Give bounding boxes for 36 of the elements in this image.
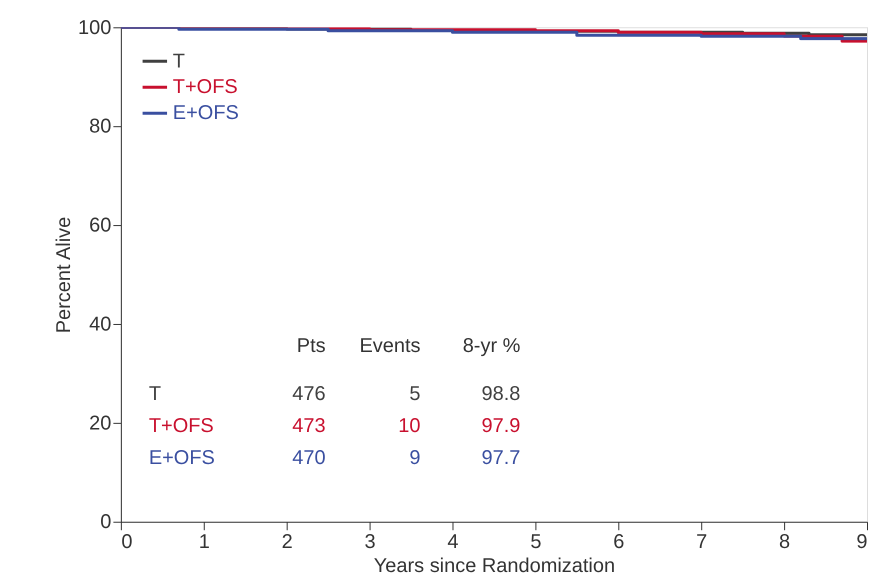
- annotation: 5: [409, 382, 421, 405]
- y-tick-label: 40: [89, 313, 112, 336]
- x-axis-title: Years since Randomization: [374, 555, 616, 577]
- y-tick-label: 60: [89, 214, 112, 237]
- annotation: 98.8: [482, 382, 520, 405]
- annotation: E+OFS: [148, 446, 215, 469]
- x-tick-label: 7: [696, 531, 708, 554]
- x-tick-label: 0: [121, 531, 132, 554]
- x-tick-label: 4: [447, 531, 459, 554]
- annotation: 9: [409, 446, 421, 469]
- y-axis-title: Percent Alive: [53, 216, 76, 334]
- x-tick-label: 6: [613, 531, 624, 554]
- x-tick-label: 5: [530, 531, 542, 554]
- legend-label: T: [172, 50, 186, 72]
- y-tick-label: 20: [89, 412, 112, 434]
- annotation: 97.9: [482, 414, 520, 437]
- y-tick-label: 0: [100, 511, 112, 534]
- annotation: 97.7: [482, 446, 520, 469]
- annotation: 470: [292, 446, 326, 469]
- x-tick-label: 2: [282, 531, 293, 554]
- legend-label: T+OFS: [172, 76, 238, 98]
- annotation: 8-yr %: [462, 334, 521, 357]
- annotation: 476: [292, 382, 326, 405]
- x-tick-label: 8: [779, 531, 790, 554]
- annotation: Events: [359, 334, 421, 357]
- annotation: T+OFS: [148, 414, 214, 437]
- y-tick-label: 80: [89, 116, 112, 138]
- annotation: 10: [398, 414, 421, 437]
- legend-label: E+OFS: [172, 102, 239, 124]
- x-tick-label: 3: [364, 531, 376, 554]
- annotation: 473: [292, 414, 326, 437]
- y-tick-label: 100: [78, 16, 112, 39]
- x-tick-label: 1: [198, 531, 210, 554]
- x-tick-label: 9: [856, 531, 868, 554]
- annotation: Pts: [296, 334, 326, 357]
- annotation: T: [148, 382, 162, 405]
